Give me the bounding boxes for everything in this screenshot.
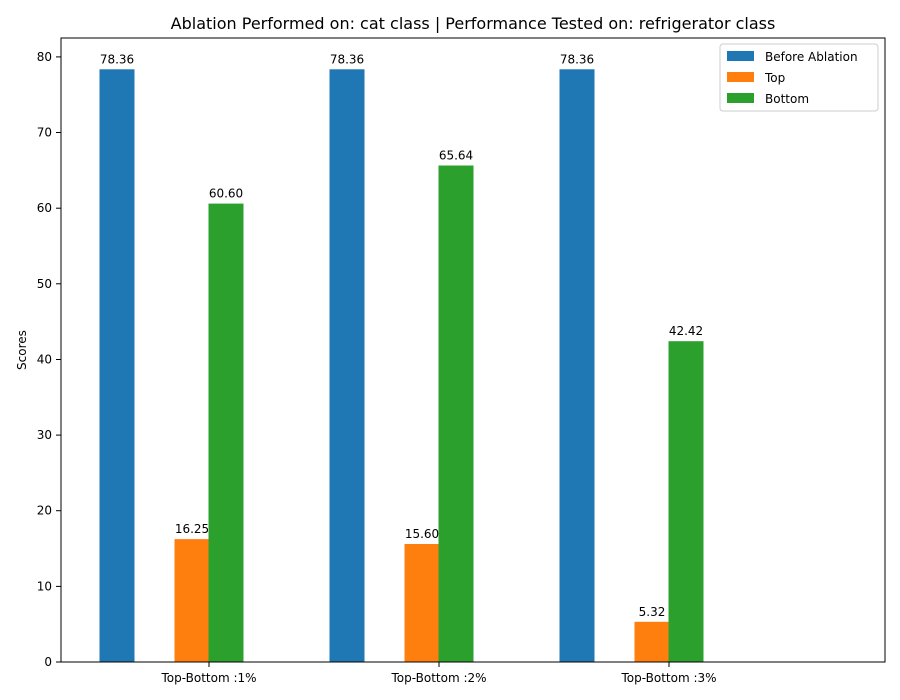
bar-label-0-1: 78.36 xyxy=(330,52,364,66)
y-tick-label-3: 30 xyxy=(37,428,52,442)
bar-labels-group: 78.36 78.36 78.36 16.25 15.60 5.32 60.60 65.64 4… xyxy=(100,52,703,619)
chart-title: Ablation Performed on: cat class | Perfo… xyxy=(171,14,776,33)
x-tick-label-2: Top-Bottom :3% xyxy=(620,671,716,685)
x-ticks-group: Top-Bottom :1% Top-Bottom :2% Top-Bottom :… xyxy=(160,662,717,685)
y-tick-label-1: 10 xyxy=(37,579,52,593)
bars-group xyxy=(99,69,704,663)
bar-label-2-2: 42.42 xyxy=(669,324,703,338)
bar-label-1-2: 5.32 xyxy=(639,605,666,619)
y-tick-label-5: 50 xyxy=(37,277,52,291)
y-tick-label-7: 70 xyxy=(37,126,52,140)
bar-1-0 xyxy=(174,539,210,662)
legend-box xyxy=(719,43,879,112)
y-tick-label-6: 60 xyxy=(37,201,52,215)
bar-label-1-1: 15.60 xyxy=(405,527,439,541)
legend-label-1: Top xyxy=(764,71,785,85)
plot-frame xyxy=(60,37,886,663)
legend-swatch-2 xyxy=(727,93,754,103)
bar-0-0 xyxy=(99,69,135,663)
bar-label-2-0: 60.60 xyxy=(209,187,243,201)
y-tick-label-8: 80 xyxy=(37,50,52,64)
y-tick-label-4: 40 xyxy=(37,353,52,367)
bar-0-1 xyxy=(329,69,365,663)
bar-0-2 xyxy=(559,69,595,663)
x-tick-label-0: Top-Bottom :1% xyxy=(160,671,256,685)
y-axis-label: Scores xyxy=(15,330,29,370)
legend-swatch-1 xyxy=(727,72,754,82)
legend-swatch-0 xyxy=(727,51,754,61)
y-tick-label-2: 20 xyxy=(37,504,52,518)
y-tick-label-0: 0 xyxy=(44,655,52,669)
bar-1-2 xyxy=(634,621,670,662)
bar-2-0 xyxy=(208,203,244,662)
bar-label-2-1: 65.64 xyxy=(439,149,473,163)
bar-label-1-0: 16.25 xyxy=(175,522,209,536)
bar-2-1 xyxy=(438,165,474,662)
bar-2-2 xyxy=(668,341,704,662)
legend: Before Ablation Top Bottom xyxy=(719,43,879,112)
bar-label-0-0: 78.36 xyxy=(100,52,134,66)
legend-label-0: Before Ablation xyxy=(765,50,858,64)
bar-label-0-2: 78.36 xyxy=(560,52,594,66)
bar-1-1 xyxy=(404,544,440,662)
x-tick-label-1: Top-Bottom :2% xyxy=(390,671,486,685)
y-ticks-group: 0 10 20 30 40 50 60 70 80 xyxy=(37,50,61,669)
legend-label-2: Bottom xyxy=(765,92,809,106)
